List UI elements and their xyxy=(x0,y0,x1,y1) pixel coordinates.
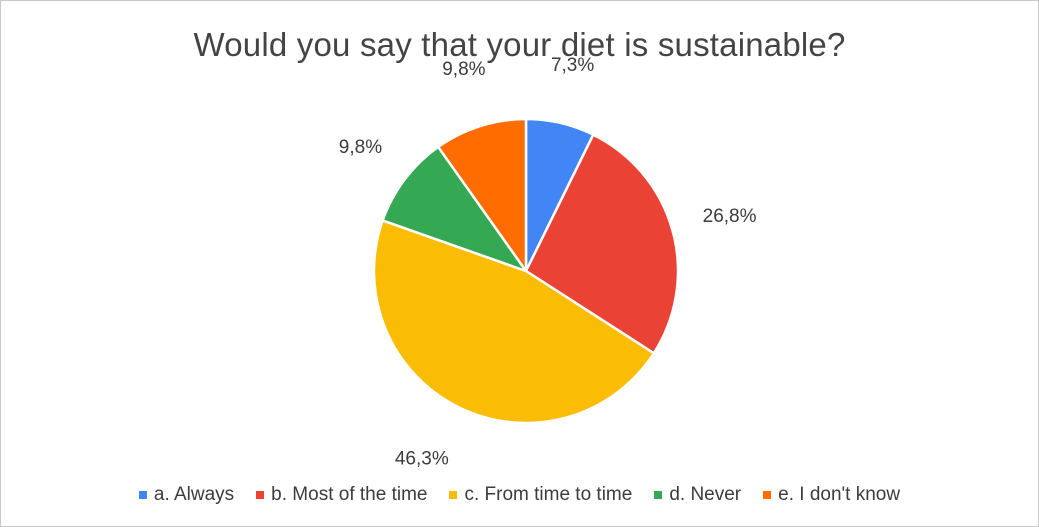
legend-label: a. Always xyxy=(153,484,235,505)
legend-swatch xyxy=(138,491,147,499)
legend-label: b. Most of the time xyxy=(271,484,428,505)
legend-item: a. Always xyxy=(138,484,235,506)
legend-item: d. Never xyxy=(654,484,741,506)
pie-slice xyxy=(381,145,528,273)
chart-title: Would you say that your diet is sustaina… xyxy=(193,26,846,63)
legend-item: b. Most of the time xyxy=(256,484,427,506)
legend-label: d. Never xyxy=(669,484,742,505)
legend-swatch xyxy=(256,491,265,499)
pie-slice xyxy=(436,117,528,273)
slice-label: 9,8% xyxy=(339,137,382,158)
legend-swatch xyxy=(654,491,663,499)
pie-slice xyxy=(524,133,680,355)
legend-label: c. From time to time xyxy=(464,484,633,505)
pie-slice xyxy=(372,219,656,425)
legend-swatch xyxy=(449,491,458,499)
slice-label: 26,8% xyxy=(703,206,757,227)
legend-item: c. From time to time xyxy=(449,484,632,506)
slice-label: 46,3% xyxy=(395,449,449,470)
slice-label: 7,3% xyxy=(551,55,594,76)
slice-label: 9,8% xyxy=(442,59,485,80)
legend-item: e. I don't know xyxy=(763,484,900,506)
legend-label: e. I don't know xyxy=(778,484,901,505)
legend-swatch xyxy=(763,491,772,499)
chart-legend: a. Always b. Most of the time c. From time… xyxy=(0,484,1039,506)
